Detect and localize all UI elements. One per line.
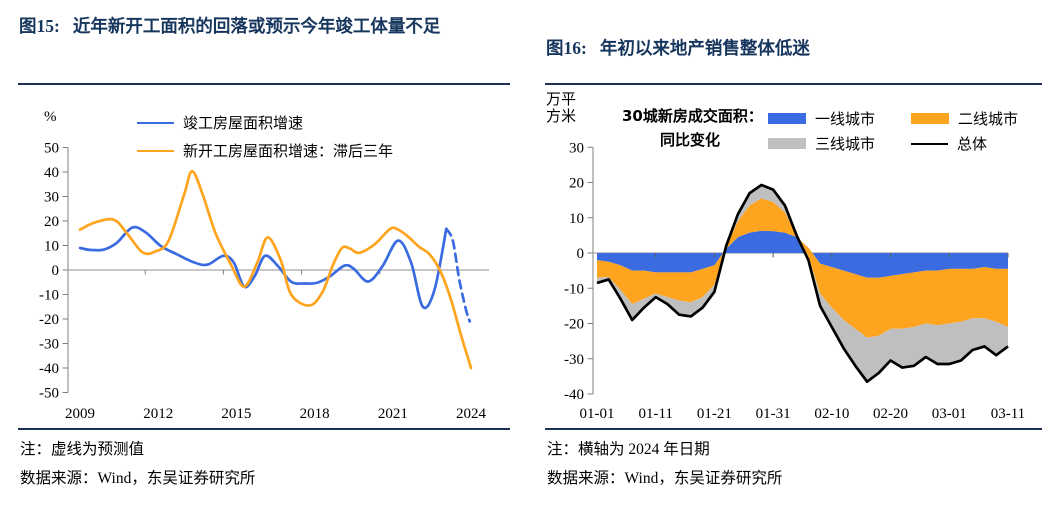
figure-16-bottom-rule <box>545 428 1042 431</box>
legend-label: 一线城市 <box>815 112 876 128</box>
legend-item-total: 总体 <box>911 133 987 154</box>
svg-text:2021: 2021 <box>378 406 408 422</box>
svg-text:02-20: 02-20 <box>873 406 908 422</box>
tier3-area-swatch <box>768 138 806 149</box>
area-一线城市 <box>597 230 1008 278</box>
figure-15-title: 图15: 近年新开工面积的回落或预示今年竣工体量不足 <box>19 11 503 41</box>
legend-label: 三线城市 <box>815 137 876 153</box>
figure-15-y-axis-unit: % <box>44 109 57 125</box>
svg-text:2015: 2015 <box>221 406 251 422</box>
tier2-area-swatch <box>911 113 949 124</box>
y-unit-line-2: 方米 <box>546 109 577 125</box>
completed-floorspace-line-swatch <box>137 121 174 124</box>
svg-text:01-11: 01-11 <box>638 406 672 422</box>
svg-text:30: 30 <box>44 190 59 206</box>
legend-item-tier3-cities: 三线城市 <box>768 133 875 154</box>
svg-text:2024: 2024 <box>456 406 487 422</box>
svg-text:40: 40 <box>44 165 59 181</box>
figure-16-legend-subtitle: 同比变化 <box>660 131 721 149</box>
area-二线城市 <box>597 198 1008 338</box>
completion-growth-line-chart: 50 40 30 20 10 0 -10 -20 -30 -40 -50 2009 2012 2015 20… <box>39 141 489 422</box>
figure-16-note: 注：横轴为 2024 年日期 <box>547 441 710 458</box>
svg-text:10: 10 <box>569 211 584 227</box>
y-unit-line-1: 万平 <box>546 92 577 108</box>
legend-item-tier1-cities: 一线城市 <box>768 108 875 129</box>
figure-16-title-text: 年初以来地产销售整体低迷 <box>599 38 810 58</box>
svg-text:-30: -30 <box>39 337 59 353</box>
svg-text:-10: -10 <box>39 288 59 304</box>
figure-15-bottom-rule <box>18 428 510 431</box>
svg-text:2012: 2012 <box>143 406 173 422</box>
tier1-area-swatch <box>768 113 806 124</box>
sales-area-stacked-chart: 30 20 10 0 -10 -20 -30 -40 01-01 01-11 01-21 01-31 0… <box>564 140 1025 422</box>
svg-text:03-11: 03-11 <box>991 406 1025 422</box>
svg-text:-20: -20 <box>39 312 59 328</box>
figure-16-title: 图16: 年初以来地产销售整体低迷 <box>546 33 1043 63</box>
legend-label: 总体 <box>957 137 988 153</box>
figure-15-note: 注：虚线为预测值 <box>20 441 145 458</box>
svg-text:10: 10 <box>44 239 59 255</box>
figure-15-source: 数据来源：Wind，东吴证券研究所 <box>20 470 256 487</box>
legend-item-tier2-cities: 二线城市 <box>911 108 1018 129</box>
svg-text:50: 50 <box>44 141 59 157</box>
svg-text:0: 0 <box>577 246 585 262</box>
figure-16-number: 图16: <box>546 38 587 58</box>
figure-16-y-axis-unit: 万平 方米 <box>546 92 576 126</box>
svg-text:01-01: 01-01 <box>580 406 615 422</box>
svg-text:20: 20 <box>569 176 584 192</box>
legend-item-newstart-floorspace: 新开工房屋面积增速：滞后三年 <box>137 140 393 161</box>
legend-label: 竣工房屋面积增速 <box>183 116 304 132</box>
svg-text:-20: -20 <box>564 317 584 333</box>
series-新开工房屋面积增速：滞后三年 <box>78 169 473 370</box>
svg-text:02-10: 02-10 <box>814 406 849 422</box>
area-三线城市 <box>597 185 1008 382</box>
newstart-floorspace-line-swatch <box>137 149 174 152</box>
svg-text:20: 20 <box>44 214 59 230</box>
legend-item-completed-floorspace: 竣工房屋面积增速 <box>137 112 303 133</box>
svg-text:03-01: 03-01 <box>932 406 967 422</box>
legend-label: 新开工房屋面积增速：滞后三年 <box>183 144 394 160</box>
series-竣工房屋面积增速 <box>78 225 448 310</box>
svg-text:2009: 2009 <box>65 406 95 422</box>
figure-16-source: 数据来源：Wind，东吴证券研究所 <box>547 470 783 487</box>
svg-text:-40: -40 <box>39 361 59 377</box>
series-竣工房屋面积增速（预测值） <box>444 227 472 323</box>
svg-text:-10: -10 <box>564 281 584 297</box>
svg-text:30: 30 <box>569 140 584 156</box>
svg-text:2018: 2018 <box>300 406 330 422</box>
figure-15-title-text: 近年新开工面积的回落或预示今年竣工体量不足 <box>72 16 441 36</box>
svg-text:01-21: 01-21 <box>697 406 732 422</box>
total-line <box>596 183 1009 384</box>
svg-text:-30: -30 <box>564 352 584 368</box>
svg-text:01-31: 01-31 <box>756 406 791 422</box>
svg-text:-50: -50 <box>39 386 59 402</box>
total-line-swatch <box>911 142 948 145</box>
figure-16-legend-title: 30城新房成交面积： <box>622 107 763 125</box>
svg-text:0: 0 <box>52 263 60 279</box>
svg-text:-40: -40 <box>564 387 584 403</box>
legend-label: 二线城市 <box>958 112 1019 128</box>
figure-15-number: 图15: <box>19 16 60 36</box>
figure-16-top-rule <box>545 83 1042 86</box>
figure-15-top-rule <box>18 83 510 86</box>
